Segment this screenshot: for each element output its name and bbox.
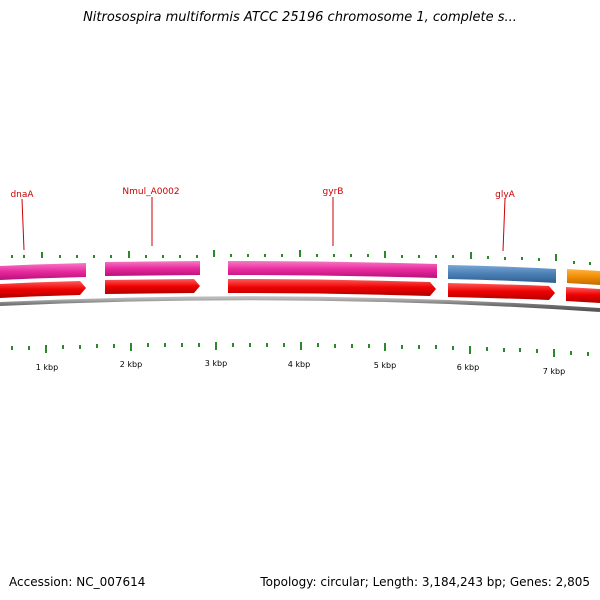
kbp-label: 6 kbp (457, 363, 479, 372)
lower-tick-row (11, 342, 589, 357)
kbp-labels: 1 kbp 2 kbp 3 kbp 4 kbp 5 kbp 6 kbp 7 kb… (36, 359, 565, 376)
genome-summary: Topology: circular; Length: 3,184,243 bp… (260, 575, 590, 589)
leader-line (21, 198, 25, 251)
leader-line (502, 198, 506, 252)
accession-label: Accession: NC_007614 (9, 575, 146, 589)
kbp-label: 5 kbp (374, 361, 396, 370)
cds-arrow[interactable] (105, 279, 200, 294)
gene-label-gyrB[interactable]: gyrB (323, 187, 344, 197)
gene-glyA[interactable] (448, 265, 556, 283)
kbp-label: 2 kbp (120, 360, 142, 369)
gene-Nmul_A0002[interactable] (105, 261, 200, 276)
upper-tick-row (11, 250, 591, 265)
gene-label-dnaA[interactable]: dnaA (10, 190, 34, 200)
cds-arrow[interactable] (448, 283, 555, 300)
kbp-label: 1 kbp (36, 363, 58, 372)
kbp-label: 7 kbp (543, 367, 565, 376)
gene-labels: dnaA Nmul_A0002 gyrB glyA (10, 187, 516, 252)
cds-arrow[interactable] (566, 287, 600, 303)
kbp-label: 3 kbp (205, 359, 227, 368)
chromosome-backbone (0, 296, 600, 312)
map-title: Nitrosospira multiformis ATCC 25196 chro… (83, 10, 517, 25)
gene-gyrB[interactable] (228, 261, 437, 278)
cds-arrow[interactable] (228, 279, 436, 296)
gene-dnaA[interactable] (0, 263, 86, 280)
gene-lane (0, 261, 600, 285)
gene-label-glyA[interactable]: glyA (495, 190, 516, 200)
cds-arrow[interactable] (0, 281, 86, 298)
gene-next[interactable] (567, 269, 600, 285)
gene-label-Nmul_A0002[interactable]: Nmul_A0002 (122, 187, 179, 197)
cds-lane (0, 279, 600, 303)
kbp-label: 4 kbp (288, 360, 310, 369)
